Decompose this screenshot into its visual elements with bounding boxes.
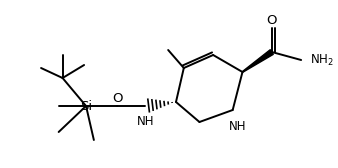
Text: Si: Si xyxy=(80,99,92,113)
Polygon shape xyxy=(242,50,273,72)
Text: NH: NH xyxy=(229,120,246,133)
Text: NH: NH xyxy=(137,115,154,128)
Text: O: O xyxy=(112,92,123,105)
Text: O: O xyxy=(267,14,277,27)
Text: NH$_2$: NH$_2$ xyxy=(310,52,334,68)
